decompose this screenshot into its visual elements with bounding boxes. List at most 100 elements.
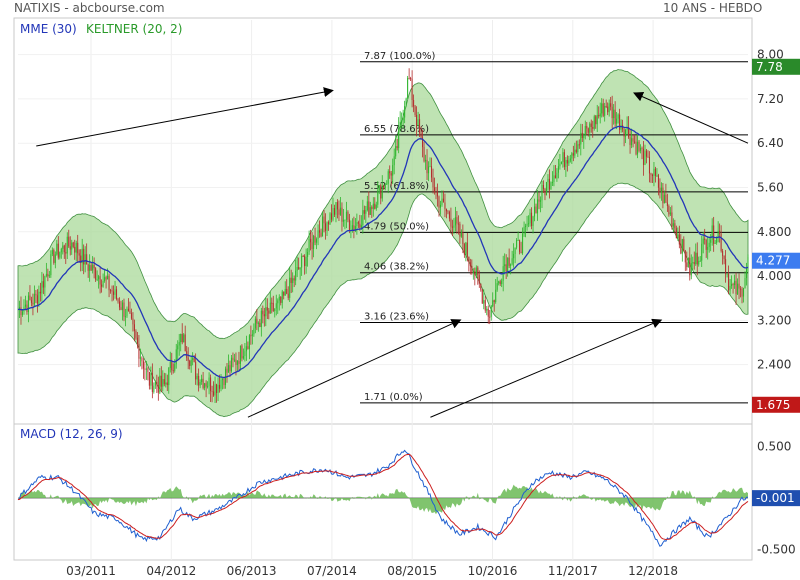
candle-body	[77, 242, 79, 254]
candle-body	[619, 114, 621, 130]
candle-body	[529, 212, 531, 224]
candle-body	[180, 333, 182, 343]
candle-body	[262, 310, 264, 315]
candle-body	[199, 381, 201, 386]
candle-body	[21, 311, 23, 315]
candle-body	[471, 265, 473, 274]
candle-body	[692, 262, 694, 264]
candle-body	[581, 132, 583, 138]
candle-body	[95, 268, 97, 280]
candle-body	[210, 377, 212, 392]
candle-body	[499, 281, 501, 285]
candle-body	[550, 182, 552, 190]
candle-body	[657, 175, 659, 188]
candle-body	[256, 318, 258, 324]
candle-body	[426, 159, 428, 174]
candle-body	[378, 185, 380, 191]
candle-body	[86, 254, 88, 265]
candle-body	[525, 225, 527, 227]
signal-line	[17, 453, 749, 541]
candle-body	[559, 163, 561, 167]
candle-body	[127, 308, 129, 311]
candle-body	[432, 177, 434, 188]
macd-badge	[752, 490, 800, 507]
candle-body	[569, 158, 571, 161]
candle-body	[183, 334, 185, 343]
candle-body	[371, 207, 373, 209]
candle-body	[365, 209, 367, 214]
candle-body	[604, 105, 606, 116]
candle-body	[519, 239, 521, 252]
candle-body	[528, 223, 530, 225]
candle-body	[133, 324, 135, 332]
candle-body	[38, 291, 40, 304]
candle-body	[386, 183, 388, 185]
candle-body	[716, 238, 718, 243]
candle-body	[465, 242, 467, 255]
candle-body	[166, 382, 168, 386]
candle-body	[513, 253, 515, 259]
candle-body	[62, 245, 64, 249]
candle-body	[163, 379, 165, 385]
candle-body	[462, 232, 464, 245]
candle-body	[632, 138, 634, 142]
candle-body	[254, 318, 256, 329]
candle-body	[54, 254, 56, 263]
candle-body	[144, 368, 146, 370]
candle-body	[187, 357, 189, 361]
candle-body	[399, 121, 401, 129]
candle-body	[583, 135, 585, 138]
candle-body	[18, 307, 21, 310]
candle-body	[181, 333, 183, 343]
macd-badge-label: -0.001	[756, 491, 795, 505]
candle-body	[299, 267, 301, 270]
candle-body	[216, 384, 218, 393]
candle-body	[708, 242, 710, 247]
candle-body	[283, 291, 285, 296]
candle-body	[469, 262, 471, 266]
candle-body	[447, 211, 449, 213]
candle-body	[572, 153, 574, 156]
macd-tick-label: -0.500	[757, 543, 796, 557]
candle-body	[560, 162, 562, 164]
candle-body	[375, 204, 377, 209]
candle-body	[363, 210, 365, 214]
candle-body	[220, 379, 222, 389]
candle-body	[39, 291, 41, 294]
candle-body	[628, 127, 630, 138]
candle-body	[674, 223, 676, 229]
candle-body	[130, 313, 132, 319]
candle-body	[684, 250, 686, 263]
candle-body	[327, 222, 330, 225]
candle-body	[93, 264, 95, 269]
candle-body	[587, 128, 589, 133]
candle-body	[302, 256, 304, 258]
candle-body	[71, 242, 73, 250]
candle-body	[250, 335, 252, 337]
macd-line	[17, 449, 748, 547]
candle-body	[710, 239, 712, 243]
candle-body	[626, 127, 628, 131]
candle-body	[586, 126, 588, 129]
candle-body	[428, 166, 430, 174]
candle-body	[221, 379, 224, 381]
candle-body	[26, 304, 28, 313]
candle-body	[693, 262, 695, 265]
candle-body	[651, 174, 653, 177]
candle-body	[668, 206, 670, 215]
candle-body	[669, 212, 671, 215]
candle-body	[608, 103, 610, 113]
candle-body	[366, 201, 368, 210]
candle-body	[132, 318, 134, 325]
candle-body	[629, 137, 631, 146]
candle-body	[711, 225, 713, 240]
candle-body	[223, 379, 225, 386]
candle-body	[47, 273, 49, 277]
candle-body	[705, 240, 707, 250]
candle-body	[483, 300, 485, 304]
x-tick-label: 04/2012	[146, 564, 196, 578]
candle-body	[44, 276, 46, 288]
candle-body	[310, 238, 312, 243]
candle-body	[531, 212, 533, 227]
candle-body	[75, 242, 77, 253]
